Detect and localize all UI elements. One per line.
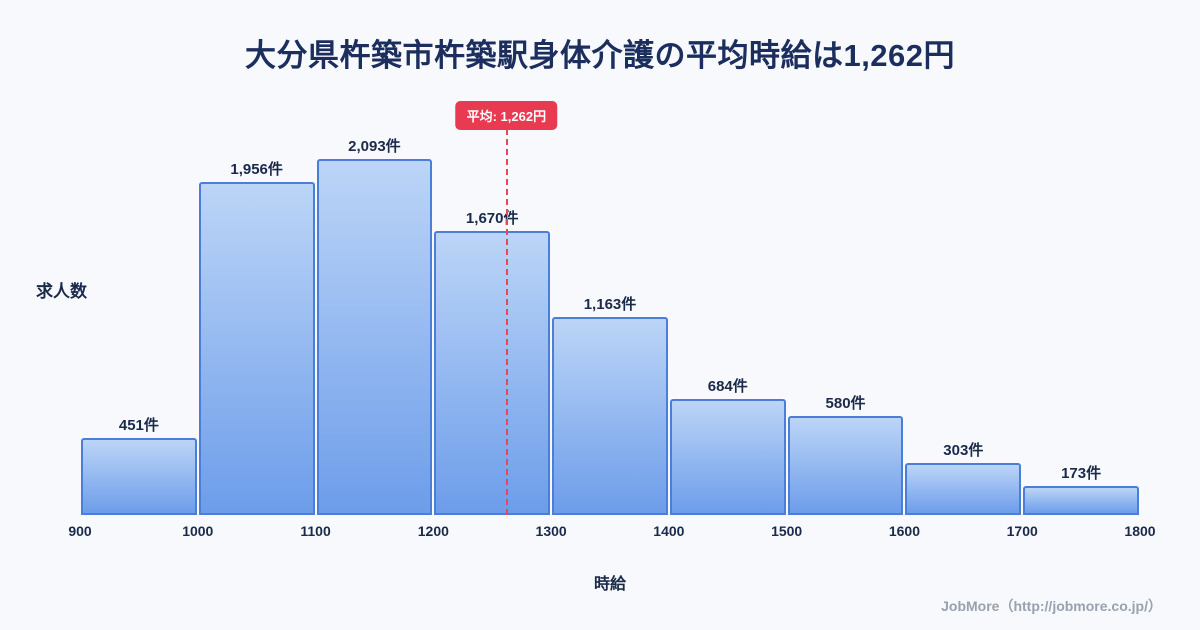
x-tick-label: 1400 bbox=[653, 523, 685, 539]
histogram-bar: 173件 bbox=[1023, 465, 1139, 515]
bar-value-label: 451件 bbox=[118, 417, 159, 434]
histogram-bar: 1,163件 bbox=[552, 296, 668, 515]
bar-value-label: 1,670件 bbox=[465, 210, 519, 227]
average-line bbox=[506, 129, 509, 515]
bar-value-label: 1,163件 bbox=[583, 296, 637, 313]
x-tick-label: 1200 bbox=[417, 523, 449, 539]
x-tick-label: 900 bbox=[68, 523, 92, 539]
x-tick-label: 1100 bbox=[300, 523, 331, 539]
x-tick-label: 1300 bbox=[535, 523, 567, 539]
x-axis-label: 時給 bbox=[593, 576, 626, 593]
x-tick-label: 1500 bbox=[771, 523, 803, 539]
footer-credit: JobMore（http://jobmore.co.jp/） bbox=[941, 598, 1162, 614]
histogram-bar: 451件 bbox=[81, 417, 197, 515]
y-axis-label: 求人数 bbox=[36, 282, 87, 301]
bar-value-label: 580件 bbox=[825, 395, 866, 412]
histogram-bar: 2,093件 bbox=[316, 138, 433, 515]
bar-value-label: 1,956件 bbox=[230, 161, 283, 178]
histogram-bar: 580件 bbox=[787, 395, 904, 515]
bar-value-label: 2,093件 bbox=[348, 138, 401, 155]
chart-title: 大分県杵築市杵築駅身体介護の平均時給は1,262円 bbox=[244, 38, 956, 73]
bar-value-label: 173件 bbox=[1061, 465, 1102, 482]
bar-value-label: 684件 bbox=[707, 378, 748, 395]
plot-area: 平均: 1,262円 451件 1,956件 2,093件 1,670件 1,163件 6… bbox=[80, 101, 1140, 515]
x-tick-label: 1600 bbox=[888, 523, 921, 539]
average-badge: 平均: 1,262円 bbox=[455, 101, 558, 130]
x-tick-label: 1000 bbox=[182, 523, 214, 539]
histogram-bar: 684件 bbox=[669, 378, 786, 515]
histogram-bar: 1,956件 bbox=[198, 161, 315, 515]
histogram-bar: 303件 bbox=[905, 442, 1022, 515]
x-tick-label: 1700 bbox=[1006, 523, 1038, 539]
x-axis: 900 1000 1100 1200 1300 1400 1500 1600 1700 1800 bbox=[68, 523, 1155, 543]
bar-value-label: 303件 bbox=[943, 442, 984, 459]
x-tick-label: 1800 bbox=[1124, 523, 1156, 539]
histogram-bar: 1,670件 bbox=[434, 210, 551, 515]
